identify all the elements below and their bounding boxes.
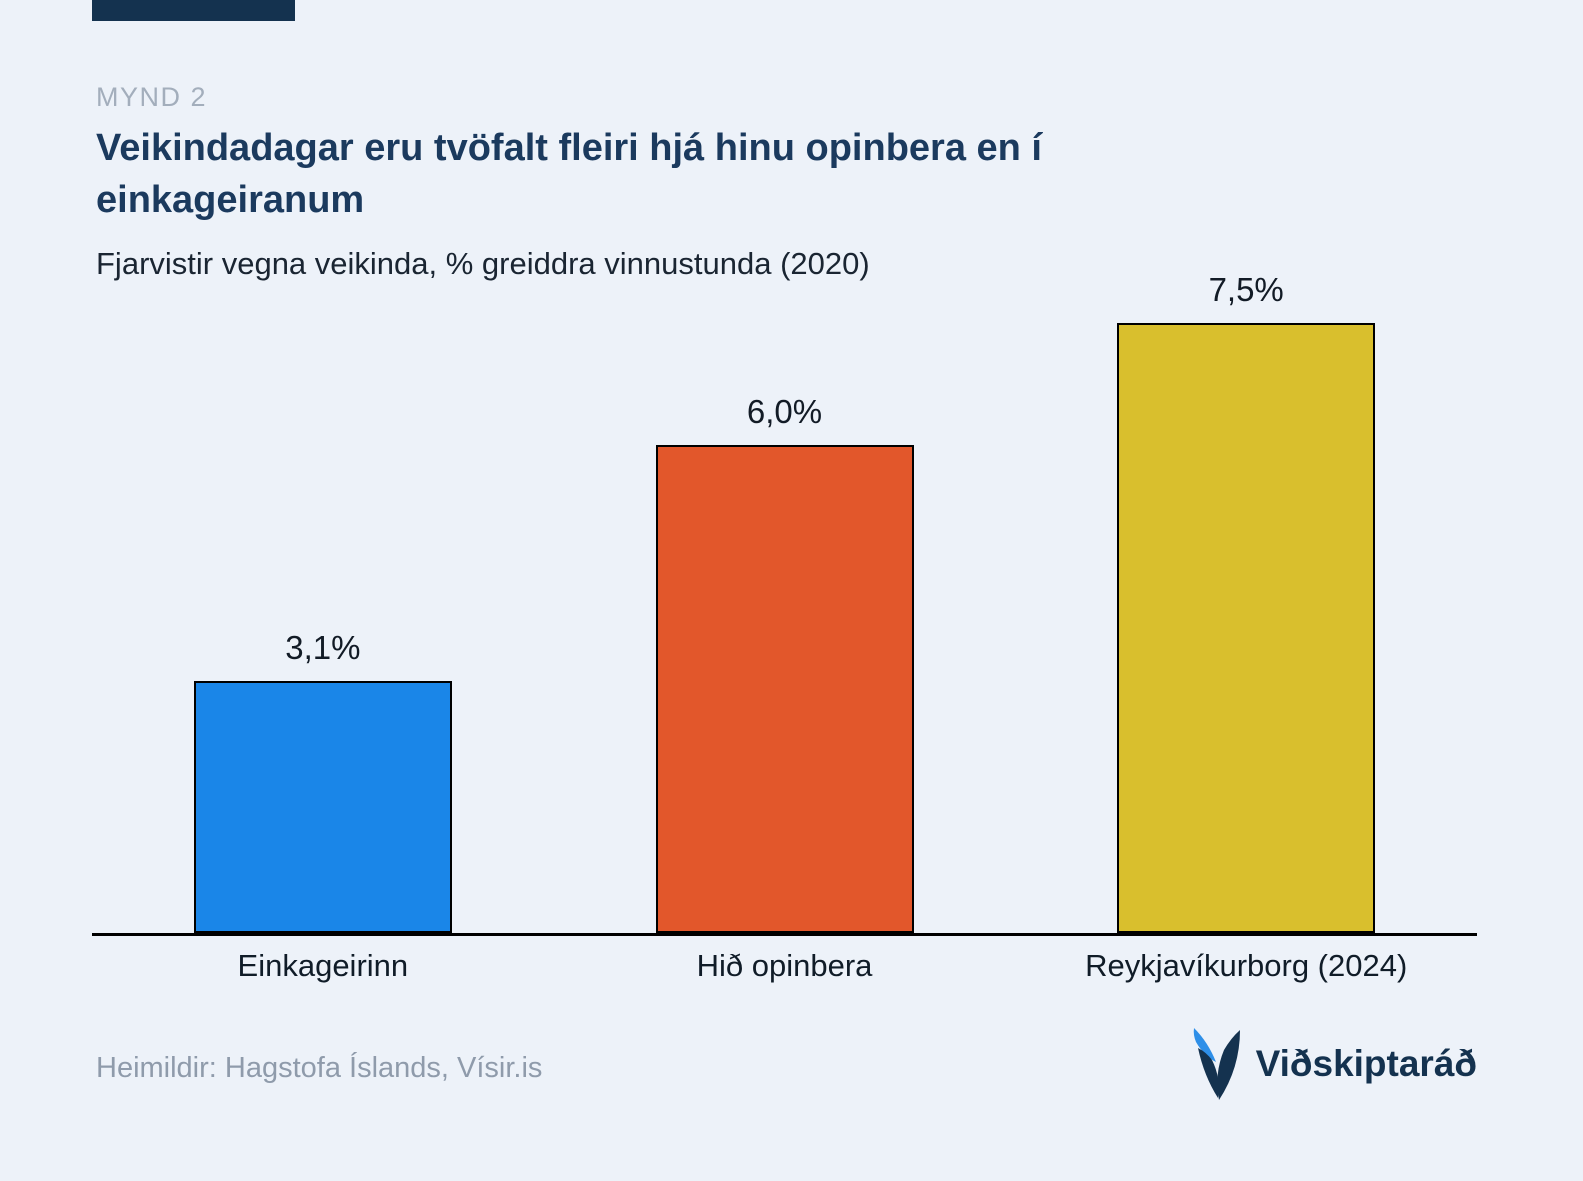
bar-column: 6,0% [554, 393, 1016, 933]
bar-value-label: 6,0% [746, 393, 823, 430]
chart-title: Veikindadagar eru tvöfalt fleiri hjá hin… [96, 127, 1042, 222]
figure-label: MYND 2 [96, 82, 208, 112]
category-label: Reykjavíkurborg (2024) [1085, 948, 1408, 983]
bar-reykjav-kurborg-2024- [1117, 323, 1376, 933]
brand-mark-bar [92, 0, 295, 21]
bar-value-label: 7,5% [1208, 271, 1284, 308]
bar-chart: 3,1% 6,0% 7,5% Einkageirinn Hið opinbera Rey… [92, 258, 1477, 984]
bar-hi-opinbera [655, 445, 914, 933]
chart-subtitle: Fjarvistir vegna veikinda, % greiddra vi… [96, 246, 870, 281]
bar-einkageirinn [193, 681, 452, 933]
category-label: Hið opinbera [696, 948, 873, 983]
x-axis-labels: Einkageirinn Hið opinbera Reykjavíkurborg … [92, 948, 1477, 984]
bar-column: 3,1% [92, 629, 554, 933]
brand-logo: Viðskiptaráð [1188, 1022, 1477, 1106]
plot-area: 3,1% 6,0% 7,5% [92, 258, 1477, 936]
bar-column: 7,5% [1015, 271, 1477, 933]
category-label: Einkageirinn [237, 948, 409, 983]
bar-value-label: 3,1% [285, 629, 361, 666]
sources-text: Heimildir: Hagstofa Íslands, Vísir.is [96, 1052, 543, 1084]
brand-name: Viðskiptaráð [1255, 1043, 1477, 1084]
vidskiptarad-logo-icon [1193, 1028, 1240, 1100]
